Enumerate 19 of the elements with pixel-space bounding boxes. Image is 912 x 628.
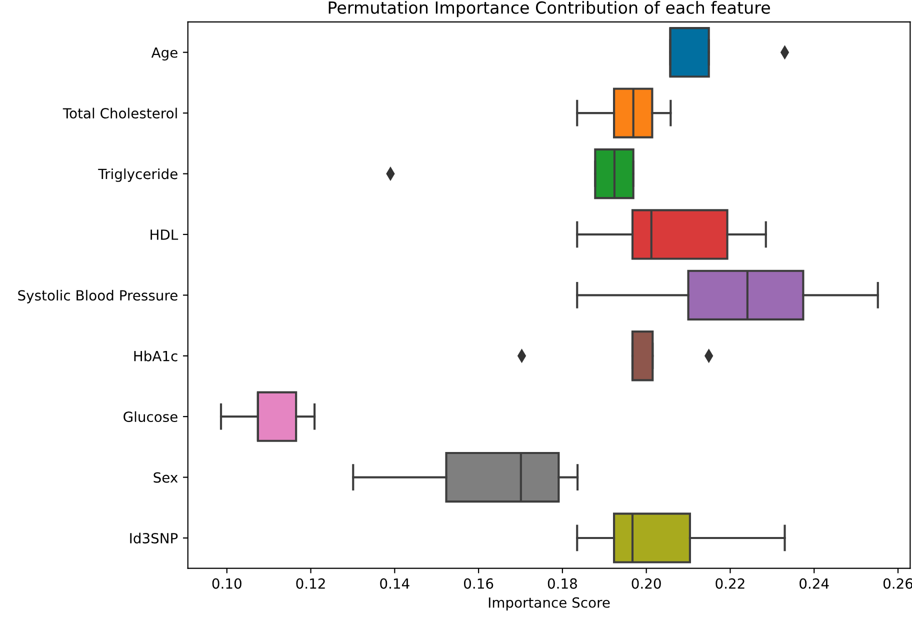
x-tick-label: 0.16 xyxy=(464,578,494,589)
y-tick-label: Systolic Blood Pressure xyxy=(18,290,178,304)
x-tick-label: 0.10 xyxy=(212,578,242,589)
y-tick-label: Glucose xyxy=(124,411,178,422)
y-tick-label: Sex xyxy=(154,472,178,483)
y-tick-label: Total Cholesterol xyxy=(62,108,177,119)
y-tick-label: HbA1c xyxy=(134,350,178,362)
x-tick-label: 0.22 xyxy=(716,578,744,589)
chart-title: Permutation Importance Contribution of each feature xyxy=(328,0,770,18)
x-tick-label: 0.12 xyxy=(296,578,325,589)
y-tick-label: Id3SNP xyxy=(130,532,178,544)
y-tick-label: Triglyceride xyxy=(98,168,178,182)
x-axis-title: Importance Score xyxy=(488,597,610,610)
x-tick-label: 0.24 xyxy=(800,578,829,589)
x-tick-label: 0.20 xyxy=(632,578,661,589)
x-tick-label: 0.18 xyxy=(548,578,577,589)
y-tick-label: Age xyxy=(151,47,178,60)
x-tick-label: 0.14 xyxy=(380,578,410,589)
y-tick-label: HDL xyxy=(150,230,178,240)
